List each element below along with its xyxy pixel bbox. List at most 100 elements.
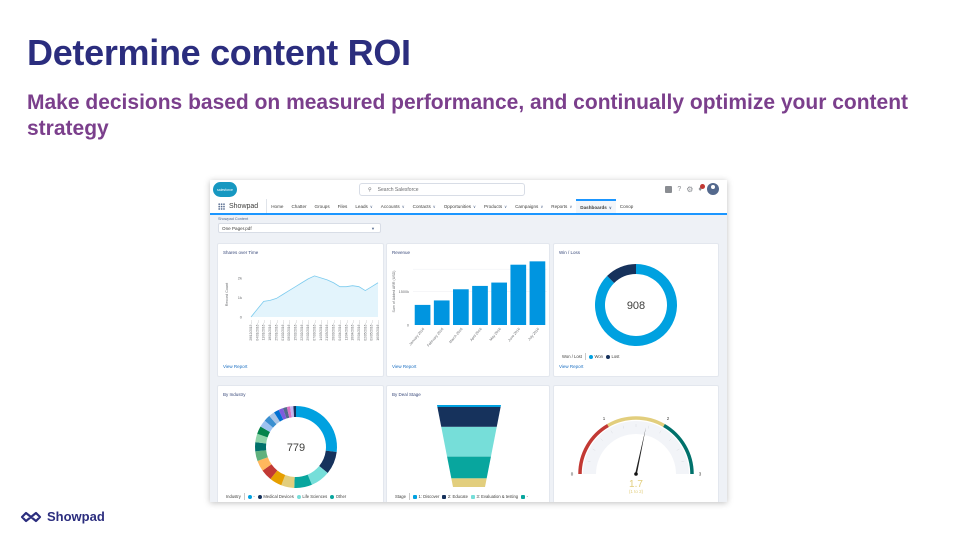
legend-item[interactable]: - [521,494,528,499]
nav-item-reports[interactable]: Reports ∨ [547,199,576,213]
industry-slice [307,466,328,485]
nav-item-contacts[interactable]: Contacts ∨ [409,199,440,213]
legend-item[interactable]: 3: Evaluation & testing [470,494,519,499]
card-title: Revenue [392,250,411,255]
industry-slice [293,406,296,418]
revenue-bar [491,282,507,325]
gauge-minor-tick [676,448,680,451]
search-icon: ⚲ [368,186,372,193]
favorites-icon[interactable] [665,185,673,193]
nav-item-chatter[interactable]: Chatter [287,199,310,213]
view-report-link[interactable]: View Report [392,364,417,369]
legend-title: Won / Lost [562,354,582,359]
industry-slice [296,406,337,453]
legend-item[interactable]: 1: Discover [412,494,439,499]
nav-item-label: Reports [551,203,568,209]
legend-label: Life Sciences [302,494,328,499]
x-tick-label: May 2016 [489,327,502,342]
nav-item-campaigns[interactable]: Campaigns ∨ [511,199,547,213]
legend-item[interactable]: Other [330,494,346,499]
revenue-bar [529,261,546,325]
x-tick-label: July 2016 [527,327,540,341]
nav-item-label: Accounts [380,203,400,209]
industry-slice [283,407,290,419]
chevron-down-icon[interactable]: ∨ [401,203,405,209]
content-filter-select[interactable]: One Pager.pdf ▼ [218,223,381,233]
nav-item-conop[interactable]: Conop [616,199,638,213]
gauge-minor-tick [622,425,625,429]
industry-slice [260,420,274,433]
chevron-down-icon[interactable]: ∨ [473,203,476,209]
x-tick-label: 11/04/2016 -... [344,320,348,340]
nav-item-label: Groups [314,203,330,209]
gauge-tick-label: 2 [667,416,670,421]
chevron-down-icon[interactable]: ∨ [369,203,373,209]
card-title: Shares over Time [223,250,259,255]
x-tick-label: 28/03/2016 -... [332,320,336,341]
donut-center-value: 779 [287,442,305,454]
x-tick-label: 01/02/2016 -... [281,320,285,341]
view-report-link[interactable]: View Report [223,364,248,369]
card-title: By Industry [223,392,246,397]
nav-item-opportunities[interactable]: Opportunities ∨ [440,199,480,213]
legend-label: Won [594,354,603,359]
legend-item[interactable]: - [247,494,255,499]
card-revenue: Sum of Added ARR (USD) 0 1500k January 2016… [386,243,550,377]
legend-label: Medical Devices [263,494,294,499]
gear-icon[interactable]: ⚙ [686,184,694,194]
nav-item-label: Campaigns [515,203,539,209]
gauge-minor-tick [592,448,596,451]
notifications-icon[interactable]: ♦ [698,183,705,193]
chevron-down-icon[interactable]: ∨ [504,203,508,209]
gauge-minor-tick [647,425,650,429]
revenue-bar [510,264,527,325]
legend-label: 3: Evaluation & testing [476,494,519,499]
y-tick-label: 0 [407,324,409,328]
x-tick-label: 21/03/2016 -... [325,320,329,341]
chevron-down-icon[interactable]: ∨ [608,204,612,210]
chevron-down-icon[interactable]: ∨ [432,203,436,209]
nav-item-files[interactable]: Files [334,199,352,213]
brand-name: Showpad [47,509,105,524]
card-shares-over-time: Record Count 0 1k 2k 28/12/2015 -... 04/01/20… [217,243,384,377]
industry-slice [255,442,267,452]
legend-item[interactable]: Medical Devices [257,494,294,499]
gauge-minor-tick [669,438,672,441]
by-deal-stage-chart [437,405,501,487]
y-axis-label: Sum of Added ARR (USD) [392,271,396,313]
shares-over-time-chart: Record Count 0 1k 2k 28/12/2015 -... 04/01/20… [225,275,380,341]
legend-label: Other [335,494,347,499]
nav-item-leads[interactable]: Leads ∨ [351,199,376,213]
nav-item-accounts[interactable]: Accounts ∨ [377,199,409,213]
x-tick-label: February 2016 [426,327,444,347]
industry-slice [262,464,278,480]
app-launcher-grid-icon [218,202,225,210]
nav-item-groups[interactable]: Groups [311,199,334,213]
legend-item[interactable]: 2: Educate [442,494,468,499]
salesforce-logo[interactable]: salesforce [213,182,237,197]
brand-logo: Showpad [20,509,105,524]
nav-item-products[interactable]: Products ∨ [480,199,511,213]
chevron-down-icon[interactable]: ∨ [569,203,573,209]
search-placeholder: Search Salesforce [377,186,419,193]
legend-label: - [526,494,529,499]
win-loss-chart: 908 [595,264,677,346]
nav-item-home[interactable]: Home [267,199,287,213]
avatar[interactable] [707,183,719,195]
view-report-link[interactable]: View Report [559,364,584,369]
industry-slice [319,450,337,474]
card-gauge: 0 1 2 3 1.7 (1 to 2) [553,385,719,502]
search-input[interactable]: ⚲ Search Salesforce [359,183,525,196]
help-icon[interactable]: ? [677,185,682,193]
app-launcher[interactable]: Showpad [210,199,268,213]
donut-center-value: 908 [627,300,645,312]
x-tick-label: January 2016 [408,327,425,346]
legend-item-lost[interactable]: Lost [606,354,619,359]
gauge-value: 1.7 [629,479,643,490]
legend-item[interactable]: Life Sciences [296,494,328,499]
legend-item-won[interactable]: Won [588,354,603,359]
x-tick-label: 04/01/2016 -... [255,320,259,341]
x-tick-label: 09/05/2016 -... [370,320,374,341]
chevron-down-icon[interactable]: ∨ [540,203,544,209]
nav-item-dashboards[interactable]: Dashboards ∨ [576,199,616,213]
